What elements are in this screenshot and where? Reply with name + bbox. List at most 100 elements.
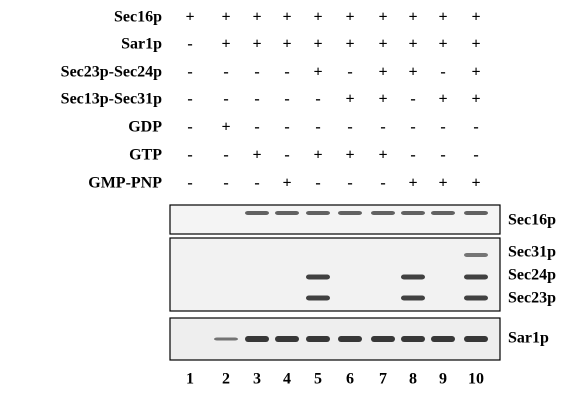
band (306, 296, 330, 301)
sign: + (378, 91, 387, 108)
sign: - (187, 147, 192, 164)
condition-label: Sec16p (114, 9, 162, 26)
blot-panel (170, 205, 500, 234)
band (401, 336, 425, 342)
sign: + (378, 36, 387, 53)
blot-label: Sec16p (508, 212, 556, 229)
sign: - (440, 64, 445, 81)
lane-number: 3 (253, 371, 261, 388)
sign: - (223, 91, 228, 108)
band (431, 211, 455, 215)
band (371, 211, 395, 215)
sign: - (284, 119, 289, 136)
sign: + (471, 175, 480, 192)
sign: - (187, 91, 192, 108)
blot-label: Sar1p (508, 330, 549, 347)
sign: - (347, 64, 352, 81)
sign: + (378, 9, 387, 26)
band (401, 275, 425, 280)
sign: + (221, 36, 230, 53)
band (464, 296, 488, 301)
sign: + (221, 119, 230, 136)
sign: + (408, 64, 417, 81)
sign: + (221, 9, 230, 26)
band (338, 211, 362, 215)
band (306, 336, 330, 342)
condition-label: Sec13p-Sec31p (61, 91, 162, 108)
sign: - (347, 119, 352, 136)
sign: - (223, 175, 228, 192)
sign: + (408, 36, 417, 53)
lane-number: 9 (439, 371, 447, 388)
lane-number: 5 (314, 371, 322, 388)
band (464, 336, 488, 342)
lane-number: 1 (186, 371, 194, 388)
sign: + (408, 175, 417, 192)
sign: + (282, 175, 291, 192)
blot-label: Sec24p (508, 267, 556, 284)
band (306, 211, 330, 215)
band (275, 336, 299, 342)
sign: - (380, 175, 385, 192)
sign: - (440, 119, 445, 136)
band (245, 211, 269, 215)
condition-label: GMP-PNP (88, 175, 162, 192)
sign: + (345, 147, 354, 164)
blot-panel (170, 238, 500, 311)
sign: + (185, 9, 194, 26)
sign: - (315, 119, 320, 136)
sign: - (187, 36, 192, 53)
sign: - (187, 175, 192, 192)
sign: - (440, 147, 445, 164)
condition-label: GTP (129, 147, 162, 164)
sign: + (345, 36, 354, 53)
sign: + (252, 36, 261, 53)
condition-label: Sec23p-Sec24p (61, 64, 162, 81)
sign: + (252, 147, 261, 164)
sign: - (473, 119, 478, 136)
band (245, 336, 269, 342)
condition-label: Sar1p (121, 36, 162, 53)
sign: - (187, 119, 192, 136)
sign: + (471, 9, 480, 26)
band (464, 211, 488, 215)
sign: - (410, 147, 415, 164)
lane-number: 8 (409, 371, 417, 388)
sign: + (313, 147, 322, 164)
sign: - (254, 119, 259, 136)
band (214, 338, 238, 341)
sign: + (313, 64, 322, 81)
sign: - (254, 64, 259, 81)
sign: + (471, 91, 480, 108)
band (371, 336, 395, 342)
sign: + (471, 36, 480, 53)
sign: + (438, 91, 447, 108)
sign: - (187, 64, 192, 81)
sign: + (408, 9, 417, 26)
sign: - (347, 175, 352, 192)
sign: + (282, 9, 291, 26)
sign: - (380, 119, 385, 136)
sign: + (471, 64, 480, 81)
figure: Sec16p + + + + + + + + + + Sar1p - + + + + + + + + + Sec23p-Se… (0, 0, 580, 395)
band (338, 336, 362, 342)
sign: + (345, 9, 354, 26)
sign: + (313, 9, 322, 26)
sign: + (252, 9, 261, 26)
sign: + (282, 36, 291, 53)
sign: - (254, 91, 259, 108)
band (306, 275, 330, 280)
band (275, 211, 299, 215)
sign: + (378, 64, 387, 81)
sign: - (410, 91, 415, 108)
sign: - (284, 147, 289, 164)
sign: - (315, 91, 320, 108)
sign: + (438, 9, 447, 26)
band (401, 211, 425, 215)
sign: + (313, 36, 322, 53)
blot-label: Sec31p (508, 244, 556, 261)
sign: + (345, 91, 354, 108)
sign: - (410, 119, 415, 136)
lane-number: 2 (222, 371, 230, 388)
lane-number: 6 (346, 371, 354, 388)
